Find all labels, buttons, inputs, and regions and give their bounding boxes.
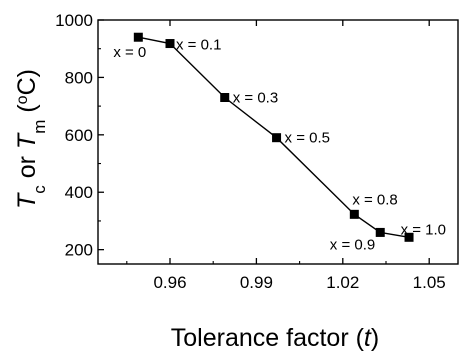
point-label: x = 0.9 <box>330 236 375 253</box>
point-label: x = 0.5 <box>285 130 330 147</box>
y-tick-label: 400 <box>65 183 93 202</box>
data-point <box>272 133 282 143</box>
data-point <box>404 232 414 242</box>
data-point <box>349 209 359 219</box>
x-tick-label: 0.96 <box>153 273 186 292</box>
point-label: x = 0.3 <box>233 90 278 107</box>
y-tick-label: 200 <box>65 241 93 260</box>
data-point <box>165 39 175 49</box>
x-axis-title: Tolerance factor (t) <box>171 324 379 352</box>
data-point <box>220 93 230 103</box>
data-point <box>133 32 143 42</box>
y-tick-label: 1000 <box>55 11 93 30</box>
axes: 0.96 0.99 1.02 1.05 200 400 600 800 1000 <box>55 11 459 292</box>
x-tick-label: 1.02 <box>326 273 359 292</box>
plot-frame <box>97 19 459 265</box>
point-label-group: x = 0 x = 0.1 x = 0.3 x = 0.5 x = 0.8 x = 0.9… <box>113 37 446 254</box>
y-tick-label: 600 <box>65 126 93 145</box>
point-label: x = 0.8 <box>352 191 397 208</box>
x-tick-label: 0.99 <box>240 273 273 292</box>
point-label: x = 0.1 <box>176 37 221 54</box>
x-tick-label: 1.05 <box>413 273 446 292</box>
y-tick-label: 800 <box>65 68 93 87</box>
point-label: x = 0 <box>113 44 146 61</box>
point-label: x = 1.0 <box>401 221 446 238</box>
marker-group <box>133 32 414 242</box>
y-axis-title: Tc or Tm (oC) <box>13 69 49 209</box>
data-point <box>375 227 385 237</box>
